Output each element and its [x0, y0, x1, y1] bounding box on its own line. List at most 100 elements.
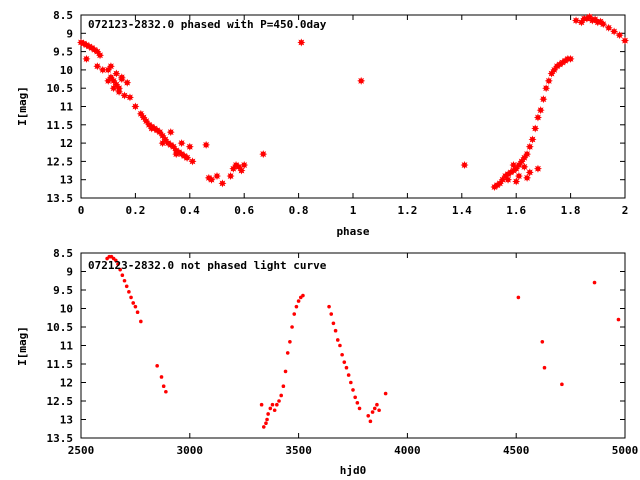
phased-plot-xtick-label: 1.6 — [506, 204, 526, 217]
phased-plot-ytick-label: 12 — [60, 137, 73, 150]
unphased-plot-xtick-label: 3500 — [285, 444, 312, 457]
unphased-plot-panel: 2500 3000 3500 4000 4500 5000 8.5 9 9.5 10 10.5 11 1… — [16, 247, 638, 477]
unphased-plot-data-point — [383, 391, 388, 396]
phased-plot-data-point — [172, 150, 181, 159]
phased-plot-data-point — [82, 54, 91, 63]
unphased-plot-data-point — [265, 417, 269, 422]
phased-plot-data-point — [566, 54, 575, 63]
unphased-plot-data-point — [272, 408, 277, 413]
phased-plot-data-point — [188, 157, 197, 166]
unphased-plot-data-point — [281, 384, 286, 389]
phased-plot-data-point — [572, 16, 581, 25]
phased-plot-data-point — [259, 150, 268, 159]
phased-plot-ytick-label: 8.5 — [53, 9, 73, 22]
phased-plot-data-point — [525, 142, 534, 151]
phased-plot-ticks: 0 0.2 0.4 0.6 0.8 1 1.2 1.4 1.6 1.8 2 8.5 9 9.5 10 10.5… — [47, 9, 629, 217]
phased-plot-xtick-label: 0.8 — [289, 204, 309, 217]
unphased-plot-ytick-label: 12 — [60, 377, 73, 390]
unphased-plot-ytick-label: 9.5 — [53, 284, 73, 297]
phased-plot-data-point — [610, 27, 619, 36]
phased-plot-ytick-label: 9.5 — [53, 46, 73, 59]
unphased-plot-data-point — [116, 262, 120, 266]
phased-plot-data-point — [147, 124, 156, 133]
unphased-plot-data-point — [335, 338, 340, 342]
unphased-plot-data-point — [296, 299, 301, 303]
unphased-plot-data-point — [542, 365, 547, 370]
unphased-plot-ytick-label: 11 — [60, 340, 74, 353]
unphased-plot-ytick-label: 12.5 — [47, 395, 74, 408]
unphased-plot-data-point — [372, 406, 377, 411]
phased-plot-data-point — [166, 128, 175, 137]
phased-plot-data-point — [120, 91, 129, 100]
unphased-plot-data-point — [264, 421, 268, 426]
unphased-plot-data-point — [268, 406, 273, 411]
phased-plot-xtick-label: 1.8 — [561, 204, 581, 217]
unphased-plot-data-point — [355, 401, 360, 405]
unphased-plot-data-point — [139, 319, 143, 324]
unphased-plot-data-point — [368, 419, 373, 424]
unphased-plot-ytick-label: 8.5 — [53, 247, 73, 260]
phased-plot-data-point — [109, 84, 118, 93]
unphased-plot-ytick-label: 10.5 — [47, 321, 74, 334]
phased-plot-data-point — [525, 168, 534, 177]
phased-plot-data-point — [93, 62, 102, 71]
phased-plot-data-point — [585, 12, 594, 21]
unphased-plot-data-point — [294, 304, 299, 309]
unphased-plot-data-point — [288, 340, 292, 344]
unphased-plot-data-point — [122, 278, 127, 283]
unphased-plot-data-point — [516, 295, 521, 300]
unphased-plot-xtick-label: 4500 — [503, 444, 530, 457]
phased-plot-data-point — [523, 150, 532, 159]
unphased-plot-data-point — [266, 412, 270, 416]
phased-plot-data-point — [226, 172, 235, 181]
phased-plot-data-point — [528, 135, 537, 144]
phased-plot-xtick-label: 0 — [78, 204, 85, 217]
unphased-plot-data-point — [120, 273, 125, 278]
unphased-plot-data-point — [164, 389, 168, 394]
phased-plot-data-point — [523, 173, 532, 182]
phased-plot-data-point — [183, 153, 192, 162]
phased-plot-data-point — [512, 177, 521, 186]
phased-plot-ytick-label: 12.5 — [47, 155, 74, 168]
phased-plot-data-point — [123, 78, 132, 87]
phased-plot-xtick-label: 0.6 — [234, 204, 254, 217]
unphased-plot-ytick-label: 11.5 — [47, 358, 74, 371]
unphased-plot-data-point — [301, 293, 305, 298]
unphased-plot-data-point — [357, 406, 362, 411]
phased-plot-data-point — [514, 172, 523, 181]
phased-plot-data-point — [539, 95, 548, 104]
phased-plot-data-point — [591, 15, 600, 24]
unphased-plot-data-point — [351, 388, 355, 392]
unphased-plot-data-point — [540, 340, 545, 344]
unphased-plot-ytick-label: 13.5 — [47, 432, 74, 445]
unphased-plot-data-point — [333, 328, 338, 333]
phased-plot-data-point — [520, 162, 529, 171]
unphased-plot-data-point — [292, 312, 297, 316]
unphased-plot-data-point — [259, 402, 264, 407]
phased-plot-data-point — [125, 93, 134, 102]
phased-plot-xtick-label: 1.4 — [452, 204, 472, 217]
phased-plot-data-point — [96, 51, 105, 60]
phased-plot-data-point — [237, 166, 246, 175]
unphased-plot-ticks: 2500 3000 3500 4000 4500 5000 8.5 9 9.5 10 10.5 11 1… — [47, 247, 639, 457]
phased-plot-data-point — [533, 164, 542, 173]
phased-plot-panel: 0 0.2 0.4 0.6 0.8 1 1.2 1.4 1.6 1.8 2 8.5 9 9.5 10 10.5… — [16, 9, 629, 238]
unphased-plot-data-point — [342, 360, 347, 364]
unphased-plot-data-point — [346, 373, 351, 377]
unphased-plot-data-point — [155, 364, 159, 368]
phased-plot-xlabel: phase — [336, 225, 369, 238]
phased-plot-data-point — [504, 175, 513, 184]
phased-plot-ytick-label: 13.5 — [47, 192, 74, 205]
unphased-plot-data-point — [327, 304, 331, 309]
phased-plot-data-point — [117, 75, 126, 84]
unphased-plot-data-point — [159, 375, 164, 379]
phased-plot-ytick-label: 9 — [66, 27, 73, 40]
unphased-plot-data-point — [616, 317, 621, 322]
phased-plot-xtick-label: 1.2 — [397, 204, 417, 217]
unphased-plot-data-point — [283, 369, 288, 374]
unphased-plot-data-point — [560, 382, 564, 387]
phased-plot-points — [77, 12, 629, 192]
phased-plot-data-point — [240, 161, 249, 170]
phased-plot-ytick-label: 11 — [60, 101, 74, 114]
